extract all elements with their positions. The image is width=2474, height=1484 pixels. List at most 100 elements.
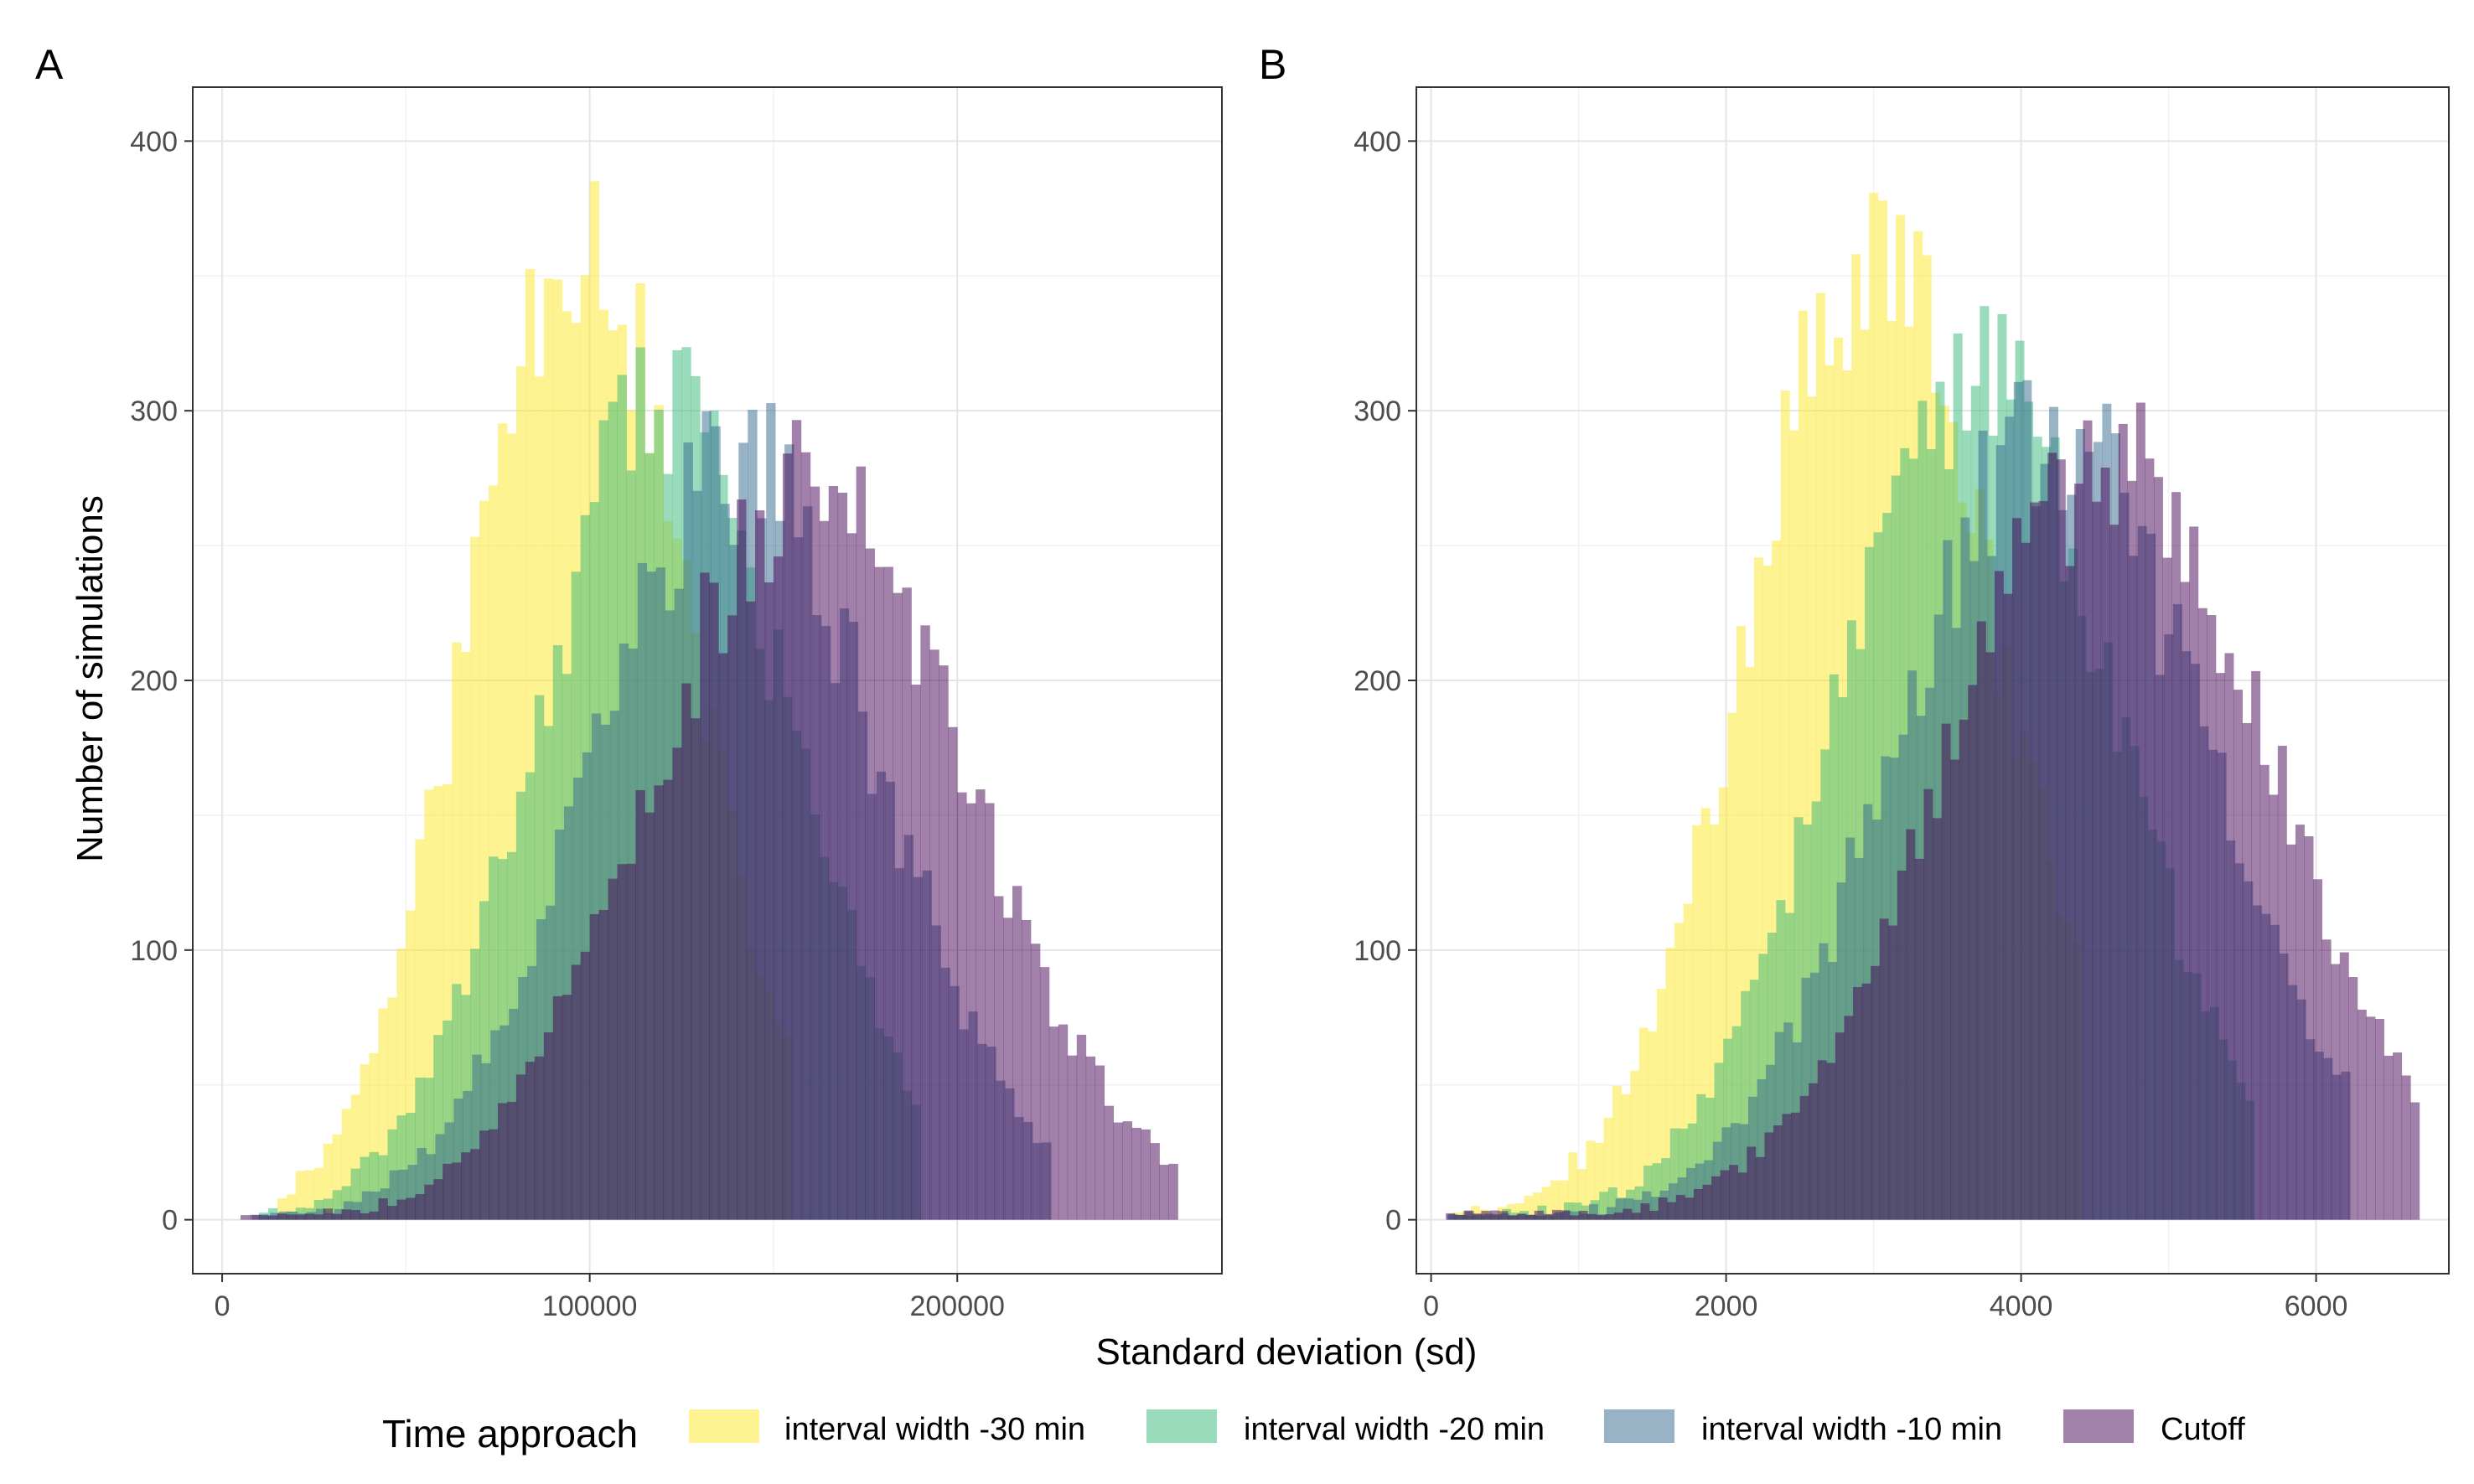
- histogram-bar: [2331, 964, 2341, 1220]
- histogram-bar: [2321, 939, 2332, 1220]
- histogram-bar: [2375, 1019, 2384, 1220]
- histogram-bar: [1739, 1124, 1749, 1220]
- histogram-bar: [1003, 918, 1013, 1220]
- histogram-bar: [746, 601, 756, 1220]
- histogram-bar: [1652, 1163, 1662, 1220]
- histogram-bar: [396, 949, 406, 1220]
- histogram-bar: [2286, 844, 2296, 1220]
- histogram-bar: [360, 1156, 370, 1220]
- legend-title: Time approach: [382, 1412, 638, 1456]
- histogram-bar: [727, 615, 738, 1220]
- histogram-bar: [1122, 1121, 1132, 1220]
- histogram-bar: [332, 1190, 343, 1220]
- histogram-bar: [1757, 1079, 1767, 1220]
- histogram-bar: [663, 779, 673, 1220]
- histogram-bar: [1588, 1203, 1598, 1220]
- histogram-bar: [295, 1171, 306, 1220]
- histogram-bar: [415, 839, 425, 1220]
- histogram-bar: [1607, 1187, 1617, 1220]
- histogram-bar: [433, 1179, 443, 1220]
- histogram-bar: [2065, 566, 2075, 1220]
- histogram-bar: [1762, 565, 1773, 1220]
- histogram-bar: [2145, 458, 2155, 1220]
- histogram-bar: [1638, 1027, 1648, 1220]
- histogram-bar: [389, 1170, 399, 1220]
- histogram-bar: [617, 864, 627, 1220]
- histogram-bar: [1727, 712, 1737, 1220]
- histogram-bar: [323, 1208, 334, 1220]
- histogram-bar: [644, 812, 655, 1220]
- histogram-bar: [1446, 1213, 1456, 1220]
- histogram-bar: [791, 420, 802, 1220]
- histogram-bar: [361, 1191, 372, 1220]
- y-tick-label: 400: [130, 126, 178, 158]
- histogram-bar: [1113, 1122, 1123, 1220]
- x-tick-label: 0: [1423, 1290, 1439, 1322]
- histogram-bar: [865, 548, 875, 1220]
- histogram-bar: [2180, 582, 2190, 1220]
- histogram-bar: [2393, 1052, 2403, 1220]
- histogram-bar: [1030, 944, 1041, 1220]
- histogram-bar: [737, 499, 747, 1220]
- histogram-bar: [1826, 1063, 1836, 1220]
- histogram-bar: [1560, 1210, 1571, 1220]
- histogram-bar: [1559, 1180, 1569, 1220]
- histogram-bar: [1551, 1209, 1561, 1220]
- legend-label-20min: interval width -20 min: [1244, 1412, 1545, 1447]
- y-tick-label: 100: [1353, 935, 1401, 967]
- legend-label-30min: interval width -30 min: [784, 1412, 1085, 1447]
- histogram-bar: [1968, 685, 1978, 1220]
- histogram-bar: [893, 592, 903, 1220]
- histogram-bar: [378, 1155, 388, 1220]
- histogram-bar: [1780, 390, 1790, 1220]
- histogram-bar: [598, 909, 608, 1220]
- histogram-bar: [920, 625, 930, 1220]
- histogram-bar: [2224, 653, 2234, 1220]
- histogram-bar: [2038, 500, 2048, 1220]
- histogram-bar: [1587, 1213, 1597, 1220]
- histogram-bar: [1568, 1152, 1578, 1220]
- histogram-bar: [2127, 480, 2137, 1220]
- histogram-bar: [258, 1214, 269, 1220]
- histogram-bar: [976, 789, 986, 1220]
- histogram-bar: [2135, 402, 2145, 1220]
- legend-item-20min: interval width -20 min: [1146, 1409, 1545, 1447]
- histogram-bar: [341, 1109, 351, 1220]
- histogram-bar: [2003, 593, 2013, 1220]
- histogram-bar: [635, 789, 645, 1220]
- histogram-bar: [277, 1197, 287, 1220]
- histogram-bar: [1623, 1208, 1633, 1220]
- histogram-bar: [1159, 1165, 1169, 1220]
- histogram-bar: [525, 269, 536, 1220]
- histogram-bar: [2259, 764, 2270, 1220]
- histogram-bar: [1773, 1125, 1783, 1220]
- histogram-bar: [1741, 990, 1751, 1220]
- histogram-bar: [1048, 1026, 1059, 1220]
- histogram-bar: [957, 792, 967, 1220]
- histogram-bar: [1541, 1187, 1551, 1220]
- histogram-bar: [286, 1194, 297, 1220]
- histogram-bar: [1612, 1085, 1623, 1220]
- y-tick-label: 400: [1353, 126, 1401, 158]
- histogram-bar: [2092, 501, 2102, 1220]
- histogram-bar: [369, 1211, 379, 1220]
- legend-key-cutoff: [2063, 1409, 2134, 1443]
- histogram-bar: [506, 1101, 517, 1220]
- histogram-bar: [369, 1151, 379, 1220]
- histogram-bar: [1809, 1083, 1819, 1220]
- histogram-bar: [1710, 824, 1720, 1220]
- histogram-bar: [1985, 652, 1995, 1220]
- histogram-bar: [1914, 858, 1924, 1220]
- histogram-bar: [525, 1062, 536, 1220]
- histogram-bar: [534, 1056, 545, 1220]
- histogram-bar: [1603, 1117, 1613, 1220]
- legend-item-10min: interval width -10 min: [1604, 1409, 2002, 1447]
- histogram-bar: [1906, 829, 1916, 1220]
- histogram-bar: [1039, 967, 1050, 1220]
- series-3-bars: [1446, 402, 2420, 1220]
- histogram-bar: [1669, 1128, 1680, 1220]
- histogram-bar: [608, 878, 618, 1220]
- histogram-bar: [1534, 1210, 1544, 1220]
- histogram-bar: [350, 1094, 360, 1220]
- histogram-bar: [1633, 1199, 1643, 1220]
